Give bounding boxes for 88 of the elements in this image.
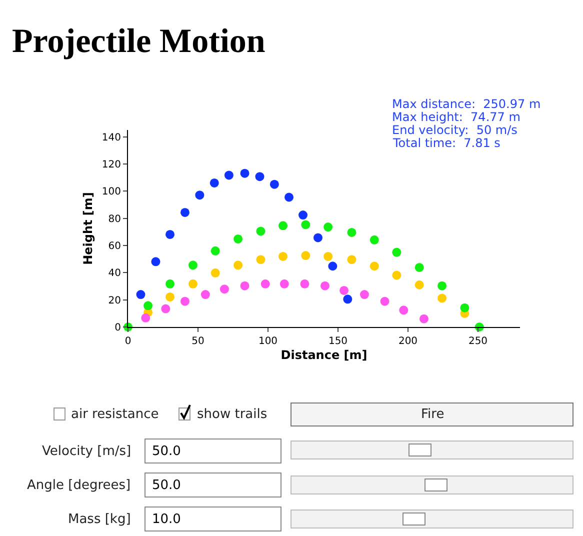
point <box>284 192 294 202</box>
point <box>347 255 356 264</box>
x-tick-label: 100 <box>258 336 278 347</box>
y-tick-label: 40 <box>108 268 121 280</box>
point <box>278 221 288 230</box>
point <box>195 190 204 200</box>
point <box>414 280 424 290</box>
text: 50.0 <box>152 478 181 493</box>
y-axis-title: Height [m] <box>81 192 96 265</box>
point <box>141 313 150 322</box>
point <box>220 284 229 294</box>
y-tick-label: 140 <box>102 132 121 144</box>
text: Max height: 74.77 m <box>392 110 520 124</box>
chart-title: Projectile Motion <box>12 22 266 60</box>
point <box>438 294 447 303</box>
point <box>347 228 356 237</box>
text: show trails <box>197 407 268 422</box>
point <box>360 290 369 300</box>
annotation: End velocity: 50 m/s <box>392 123 518 137</box>
point <box>240 281 250 290</box>
point <box>166 292 174 302</box>
point <box>392 248 402 257</box>
text: Fire <box>421 407 444 422</box>
point <box>278 252 288 261</box>
point <box>136 290 146 300</box>
point <box>370 235 379 244</box>
point <box>256 226 266 236</box>
point <box>419 314 428 324</box>
y-tick-label: 20 <box>108 295 121 306</box>
point <box>210 268 220 278</box>
x-axis-title: Distance [m] <box>280 348 368 362</box>
point <box>301 220 310 230</box>
y-tick-label: 0 <box>114 322 121 334</box>
text: Max distance: 250.97 m <box>392 97 541 111</box>
point <box>328 262 338 271</box>
point <box>161 304 170 314</box>
point <box>151 257 160 266</box>
y-tick-label: 60 <box>108 240 121 252</box>
y-tick-label: 80 <box>108 214 121 225</box>
point <box>260 279 270 288</box>
point <box>180 208 190 217</box>
y-tick-label: 120 <box>102 159 121 170</box>
point <box>320 281 330 290</box>
point <box>210 178 219 188</box>
point <box>340 286 349 295</box>
point <box>414 262 424 272</box>
point <box>370 262 379 271</box>
text: Mass [kg] <box>68 512 131 527</box>
point <box>188 260 198 270</box>
text: Angle [degrees] <box>27 478 131 493</box>
point <box>324 252 333 261</box>
point <box>200 290 210 300</box>
point <box>144 301 153 310</box>
point <box>399 306 408 315</box>
point <box>166 230 174 239</box>
y-tick-label: 100 <box>102 186 121 198</box>
point <box>224 170 234 180</box>
point <box>300 279 310 288</box>
point <box>180 296 190 306</box>
point <box>460 303 470 312</box>
x-tick-label: 0 <box>124 336 132 347</box>
point <box>234 260 243 270</box>
text: Velocity [m/s] <box>42 444 132 459</box>
text: air resistance <box>71 407 159 422</box>
point <box>210 246 220 256</box>
point <box>166 279 174 288</box>
x-tick-label: 200 <box>398 336 418 347</box>
point <box>234 234 243 244</box>
x-tick-label: 150 <box>328 336 348 347</box>
point <box>255 172 264 182</box>
point <box>298 210 308 220</box>
point <box>392 270 402 280</box>
point <box>380 296 390 306</box>
x-tick-label: 50 <box>192 336 204 347</box>
point <box>324 222 333 232</box>
point <box>343 294 352 304</box>
point <box>256 255 266 264</box>
annotation: Total time: 7.81 s <box>392 136 500 150</box>
point <box>270 180 279 189</box>
x-tick-label: 250 <box>468 336 488 347</box>
text: 10.0 <box>152 512 181 527</box>
point <box>313 233 322 242</box>
point <box>280 279 289 288</box>
point <box>301 251 310 260</box>
point <box>438 281 447 290</box>
point <box>188 279 198 288</box>
point <box>240 168 250 178</box>
text: 50.0 <box>152 444 181 459</box>
